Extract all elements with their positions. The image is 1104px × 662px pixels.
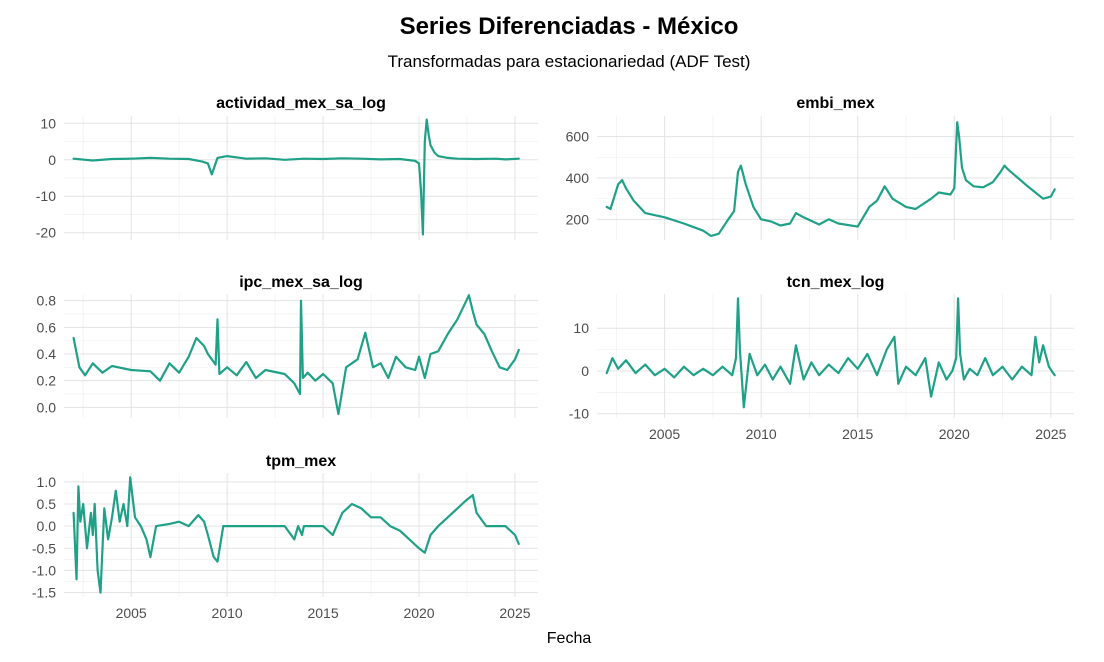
panel-tpm_mex: tpm_mex 1.0 0.5 0.0 -0.5 -1.0 -1.5 2005 2010 2015… bbox=[32, 453, 538, 621]
series-line bbox=[72, 476, 520, 594]
x-tick-label: 2015 bbox=[842, 426, 873, 442]
y-tick-label: -20 bbox=[36, 225, 56, 241]
y-tick-label: -1.5 bbox=[32, 585, 56, 601]
y-tick-label: 0 bbox=[48, 152, 56, 168]
chart-subtitle: Transformadas para estacionariedad (ADF … bbox=[388, 52, 751, 71]
panel-title: embi_mex bbox=[796, 95, 874, 112]
y-tick-label: 0.5 bbox=[37, 496, 57, 512]
y-tick-label: 0 bbox=[581, 363, 589, 379]
panel-ipc_mex_sa_log: ipc_mex_sa_log 0.8 0.6 0.4 0.2 0.0 bbox=[37, 274, 538, 418]
y-tick-label: 200 bbox=[566, 211, 590, 227]
y-tick-label: 1.0 bbox=[37, 474, 57, 490]
y-tick-label: -0.5 bbox=[32, 540, 56, 556]
panel-title: actividad_mex_sa_log bbox=[216, 95, 386, 112]
y-tick-label: 0.2 bbox=[37, 373, 57, 389]
y-tick-label: -10 bbox=[36, 188, 56, 204]
x-tick-label: 2005 bbox=[116, 605, 147, 621]
series-line bbox=[605, 297, 1056, 409]
x-tick-label: 2010 bbox=[212, 605, 243, 621]
x-tick-label: 2005 bbox=[649, 426, 680, 442]
x-tick-label: 2025 bbox=[499, 605, 530, 621]
x-tick-label: 2010 bbox=[746, 426, 777, 442]
y-tick-label: 600 bbox=[566, 129, 590, 145]
series-line bbox=[72, 294, 520, 416]
y-tick-label: 10 bbox=[573, 320, 589, 336]
panel-embi_mex: embi_mex 600 400 200 bbox=[566, 95, 1074, 240]
y-tick-label: -10 bbox=[569, 406, 589, 422]
y-tick-label: 0.8 bbox=[37, 293, 57, 309]
y-tick-label: 400 bbox=[566, 170, 590, 186]
x-axis-label: Fecha bbox=[547, 630, 592, 647]
y-tick-label: 0.6 bbox=[37, 319, 57, 335]
chart-title: Series Diferenciadas - México bbox=[400, 13, 739, 40]
x-tick-label: 2020 bbox=[939, 426, 970, 442]
x-tick-label: 2025 bbox=[1035, 426, 1066, 442]
y-tick-label: -1.0 bbox=[32, 562, 56, 578]
panel-title: tcn_mex_log bbox=[787, 274, 885, 291]
series-line bbox=[72, 118, 520, 236]
y-tick-label: 10 bbox=[40, 115, 56, 131]
facet-panels: actividad_mex_sa_log 10 0 -10 -20 embi_mex 600… bbox=[32, 95, 1074, 621]
panel-tcn_mex_log: tcn_mex_log 10 0 -10 2005 2010 2015 2020 2025 bbox=[569, 274, 1074, 442]
y-tick-label: 0.0 bbox=[37, 399, 57, 415]
x-tick-label: 2020 bbox=[403, 605, 434, 621]
panel-title: tpm_mex bbox=[266, 453, 336, 470]
panel-title: ipc_mex_sa_log bbox=[239, 274, 363, 291]
y-tick-label: 0.4 bbox=[37, 346, 57, 362]
x-tick-label: 2015 bbox=[307, 605, 338, 621]
series-line bbox=[605, 121, 1056, 237]
y-tick-label: 0.0 bbox=[37, 518, 57, 534]
panel-actividad_mex_sa_log: actividad_mex_sa_log 10 0 -10 -20 bbox=[36, 95, 538, 241]
